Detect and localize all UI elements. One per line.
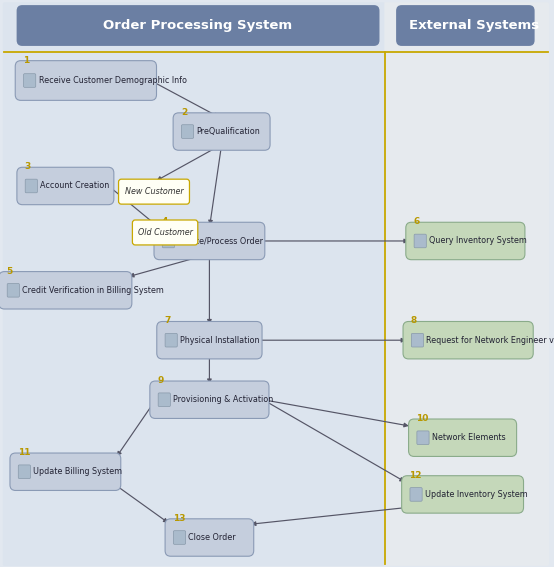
Text: 3: 3	[24, 162, 31, 171]
FancyBboxPatch shape	[402, 476, 524, 513]
Text: 6: 6	[413, 217, 420, 226]
FancyBboxPatch shape	[414, 234, 427, 248]
FancyBboxPatch shape	[157, 321, 262, 359]
FancyBboxPatch shape	[3, 2, 384, 566]
FancyBboxPatch shape	[154, 222, 265, 260]
Text: 8: 8	[411, 316, 417, 325]
Text: Close Order: Close Order	[188, 533, 236, 542]
Text: Request for Network Engineer visit: Request for Network Engineer visit	[427, 336, 554, 345]
FancyBboxPatch shape	[406, 222, 525, 260]
FancyBboxPatch shape	[0, 272, 132, 309]
FancyBboxPatch shape	[403, 321, 533, 359]
FancyBboxPatch shape	[18, 465, 30, 479]
FancyBboxPatch shape	[25, 179, 37, 193]
FancyBboxPatch shape	[173, 113, 270, 150]
Text: Old Customer: Old Customer	[137, 228, 193, 237]
FancyBboxPatch shape	[16, 61, 157, 100]
Text: PreQualification: PreQualification	[197, 127, 260, 136]
Text: 7: 7	[165, 316, 171, 325]
Text: 9: 9	[158, 376, 164, 385]
Text: Update Inventory System: Update Inventory System	[425, 490, 527, 499]
FancyBboxPatch shape	[162, 234, 175, 248]
Text: 5: 5	[7, 266, 13, 276]
Text: Provisioning & Activation: Provisioning & Activation	[173, 395, 273, 404]
Text: Update Billing System: Update Billing System	[33, 467, 122, 476]
Text: 4: 4	[162, 217, 168, 226]
FancyBboxPatch shape	[7, 284, 19, 297]
FancyBboxPatch shape	[410, 488, 422, 501]
Text: 10: 10	[417, 414, 429, 423]
FancyBboxPatch shape	[132, 220, 198, 245]
FancyBboxPatch shape	[17, 167, 114, 205]
Text: Credit Verification in Billing System: Credit Verification in Billing System	[22, 286, 164, 295]
Text: External Systems: External Systems	[409, 19, 538, 32]
Text: 13: 13	[173, 514, 186, 523]
FancyBboxPatch shape	[150, 381, 269, 418]
Text: Create/Process Order: Create/Process Order	[177, 236, 263, 246]
Text: Network Elements: Network Elements	[432, 433, 505, 442]
FancyBboxPatch shape	[411, 333, 423, 347]
Text: Physical Installation: Physical Installation	[180, 336, 260, 345]
Text: Receive Customer Demographic Info: Receive Customer Demographic Info	[39, 76, 187, 85]
FancyBboxPatch shape	[165, 519, 254, 556]
FancyBboxPatch shape	[384, 2, 549, 566]
Text: Order Processing System: Order Processing System	[104, 19, 293, 32]
Text: New Customer: New Customer	[125, 187, 183, 196]
FancyBboxPatch shape	[409, 419, 516, 456]
Text: 12: 12	[409, 471, 422, 480]
FancyBboxPatch shape	[119, 179, 189, 204]
Text: Account Creation: Account Creation	[40, 181, 109, 191]
FancyBboxPatch shape	[23, 74, 36, 87]
FancyBboxPatch shape	[173, 531, 186, 544]
FancyBboxPatch shape	[396, 5, 535, 46]
Text: 2: 2	[181, 108, 187, 117]
FancyBboxPatch shape	[10, 453, 121, 490]
FancyBboxPatch shape	[182, 125, 194, 138]
FancyBboxPatch shape	[17, 5, 379, 46]
Text: 11: 11	[18, 448, 30, 457]
FancyBboxPatch shape	[417, 431, 429, 445]
Text: 1: 1	[23, 56, 29, 65]
FancyBboxPatch shape	[158, 393, 171, 407]
FancyBboxPatch shape	[165, 333, 177, 347]
Text: Query Inventory System: Query Inventory System	[429, 236, 527, 246]
